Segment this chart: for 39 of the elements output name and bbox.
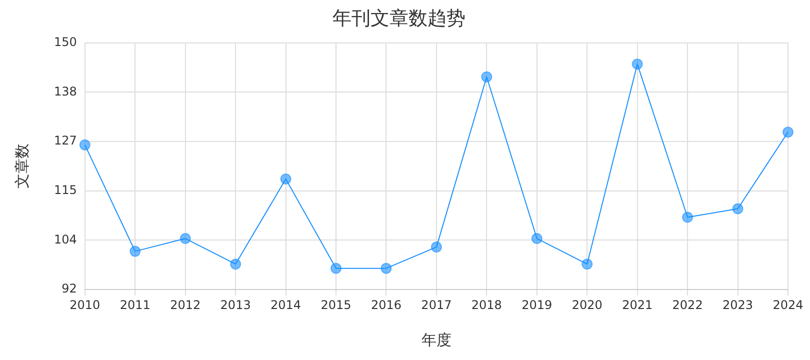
x-tick-label: 2018 xyxy=(471,298,502,312)
x-tick-label: 2021 xyxy=(622,298,653,312)
x-tick-label: 2022 xyxy=(672,298,703,312)
x-tick-label: 2013 xyxy=(220,298,251,312)
x-tick-label: 2011 xyxy=(120,298,150,312)
point xyxy=(280,173,292,184)
point xyxy=(732,203,744,214)
x-axis-title: 年度 xyxy=(421,330,452,349)
x-tick-label: 2015 xyxy=(320,298,352,312)
x-tick-label: 2014 xyxy=(270,298,302,312)
x-tick-label: 2019 xyxy=(522,298,552,312)
point xyxy=(230,258,242,270)
point xyxy=(682,212,694,223)
point xyxy=(481,71,492,82)
point xyxy=(582,258,593,270)
y-tick-label: 127 xyxy=(54,134,77,148)
x-tick-label: 2024 xyxy=(772,298,804,312)
point xyxy=(430,242,442,253)
y-axis-title: 文章数 xyxy=(12,144,31,189)
point xyxy=(180,233,191,244)
point xyxy=(330,262,342,274)
x-tick-label: 2010 xyxy=(70,298,100,312)
x-tick-label: 2023 xyxy=(722,298,754,312)
x-tick-label: 2017 xyxy=(421,298,452,312)
point xyxy=(130,246,141,257)
y-tick-label: 150 xyxy=(54,34,77,49)
chart-title: 年刊文章数趋势 xyxy=(332,7,466,30)
y-tick-label: 104 xyxy=(54,232,77,246)
x-tick-label: 2016 xyxy=(370,298,402,312)
point xyxy=(380,262,392,274)
point xyxy=(782,126,794,138)
point xyxy=(632,58,643,70)
point xyxy=(531,233,542,244)
y-tick-label: 115 xyxy=(54,183,77,198)
point xyxy=(79,139,90,150)
x-tick-label: 2020 xyxy=(572,298,602,312)
x-tick-label: 2012 xyxy=(170,298,201,312)
y-tick-label: 92 xyxy=(62,282,77,296)
y-tick-label: 138 xyxy=(54,84,77,98)
